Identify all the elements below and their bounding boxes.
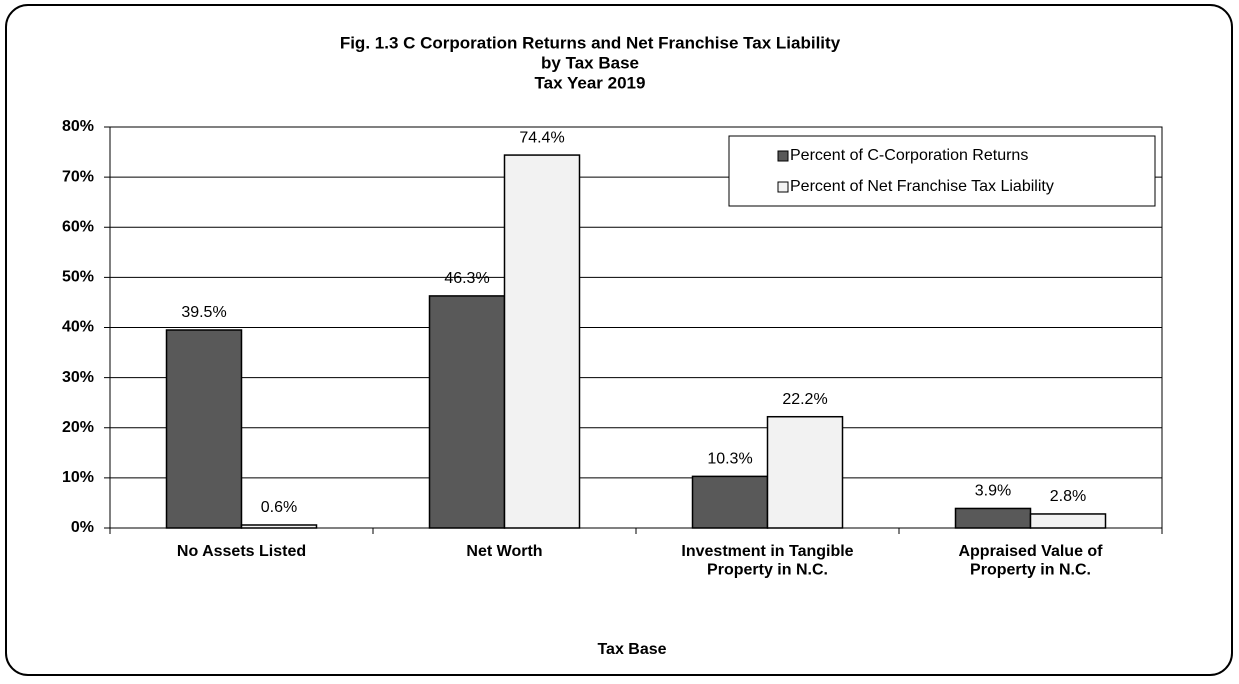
bar	[1029, 513, 1107, 529]
chart-title: Tax Year 2019	[535, 73, 646, 92]
y-tick-label: 30%	[62, 369, 94, 386]
data-label: 0.6%	[261, 499, 297, 516]
legend-label: Percent of C-Corporation Returns	[790, 147, 1028, 164]
bar	[165, 329, 243, 529]
chart-title: Fig. 1.3 C Corporation Returns and Net F…	[340, 33, 841, 52]
x-tick-label: Net Worth	[466, 543, 542, 560]
y-tick-label: 50%	[62, 269, 94, 286]
bar	[503, 154, 581, 529]
data-label: 39.5%	[181, 304, 226, 321]
data-label: 74.4%	[519, 129, 564, 146]
data-label: 46.3%	[444, 270, 489, 287]
y-tick-label: 40%	[62, 319, 94, 336]
y-tick-label: 70%	[62, 168, 94, 185]
x-tick-label: Investment in Tangible Property in N.C.	[681, 543, 853, 578]
data-label: 10.3%	[707, 451, 752, 468]
x-tick-label: No Assets Listed	[177, 543, 306, 560]
y-tick-label: 0%	[71, 519, 94, 536]
x-axis-label: Tax Base	[597, 641, 666, 658]
legend-swatch	[777, 150, 789, 162]
bar	[240, 524, 318, 529]
bar	[691, 475, 769, 529]
y-tick-label: 80%	[62, 118, 94, 135]
legend-label: Percent of Net Franchise Tax Liability	[790, 178, 1054, 195]
x-tick-label: Appraised Value of Property in N.C.	[958, 543, 1103, 578]
y-tick-label: 10%	[62, 469, 94, 486]
data-label: 22.2%	[782, 391, 827, 408]
y-tick-label: 60%	[62, 218, 94, 235]
bar	[954, 507, 1032, 529]
data-label: 2.8%	[1050, 488, 1086, 505]
legend	[728, 135, 1156, 207]
data-label: 3.9%	[975, 483, 1011, 500]
bar	[766, 415, 844, 529]
legend-swatch	[777, 181, 789, 193]
y-tick-label: 20%	[62, 419, 94, 436]
chart-title: by Tax Base	[541, 53, 639, 72]
bar	[428, 295, 506, 529]
